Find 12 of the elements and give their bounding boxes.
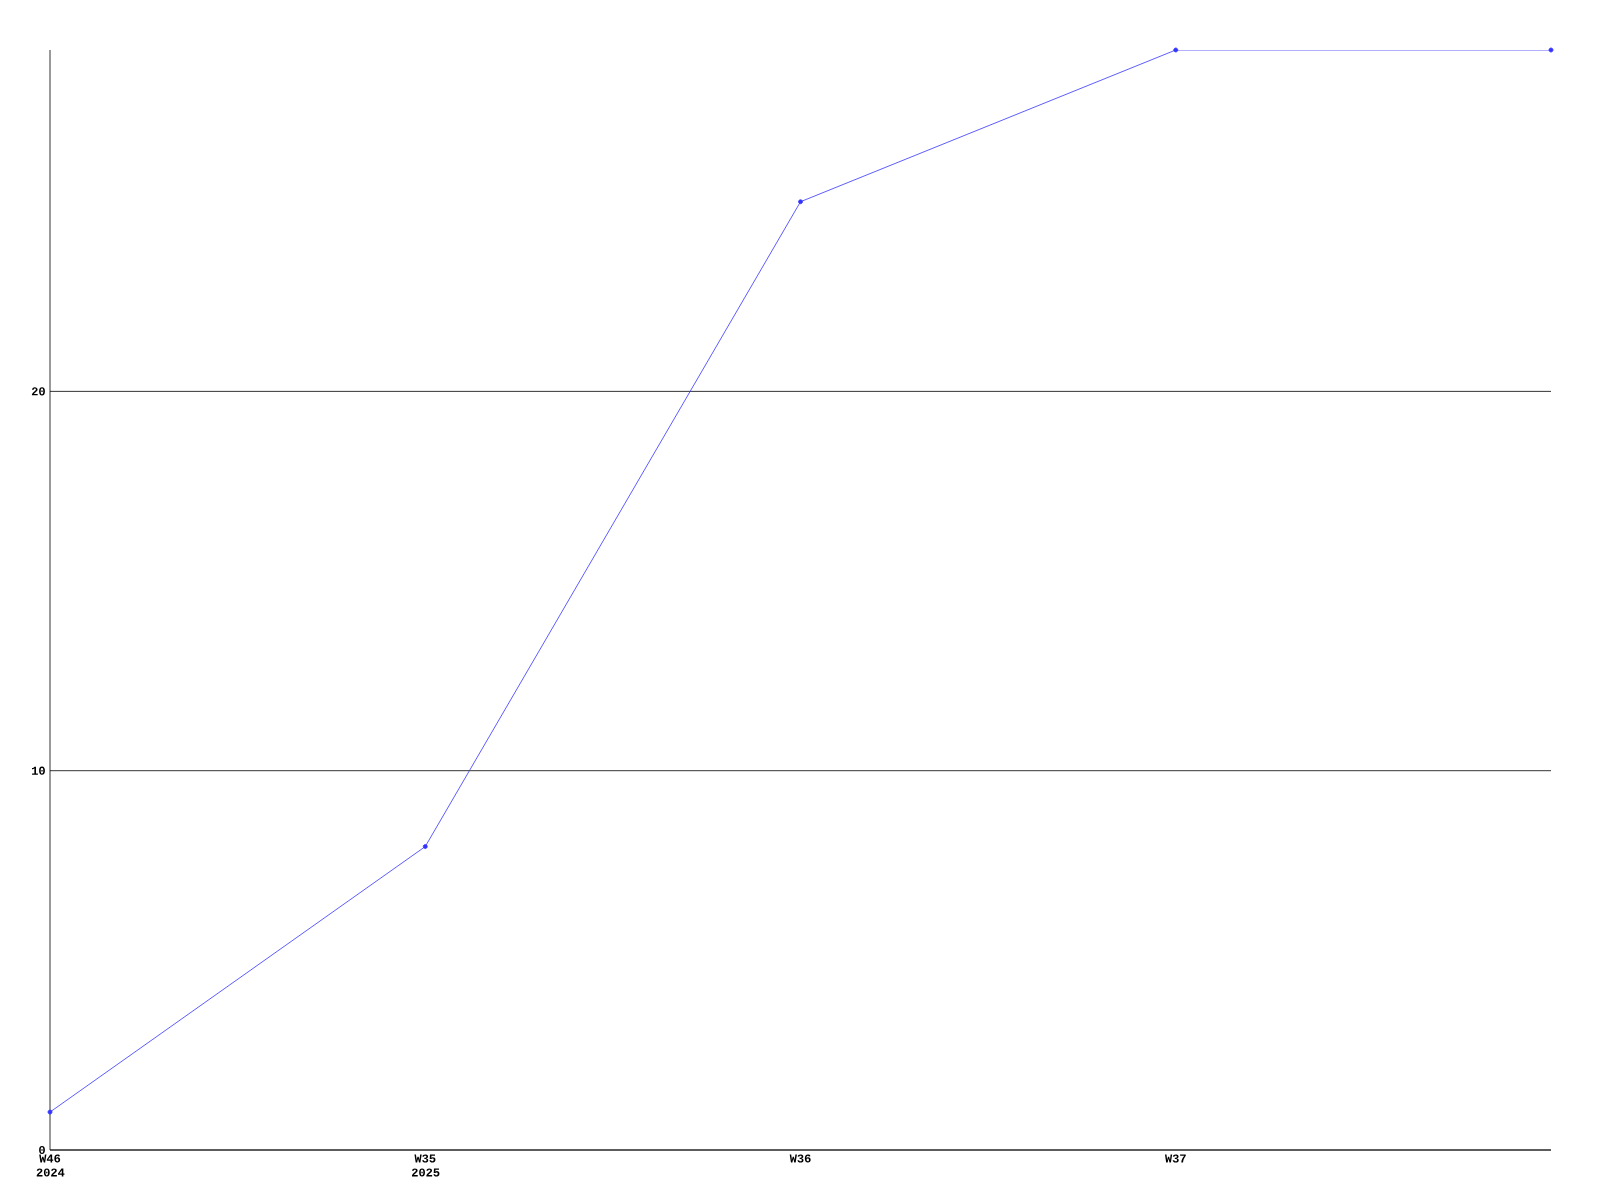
point — [798, 199, 803, 205]
x-tick-label: W46 2024 — [36, 1154, 65, 1177]
y-tick-label: 0 — [39, 1145, 45, 1155]
y-tick-label: 10 — [32, 766, 45, 775]
point — [1548, 47, 1554, 53]
point — [1173, 47, 1179, 53]
y-tick-label: 20 — [31, 387, 45, 396]
x-tick-label: W36 — [789, 1154, 811, 1163]
x-tick-label: W37 — [1164, 1154, 1186, 1163]
point — [47, 1109, 53, 1115]
x-tick-label: W35 2025 — [411, 1154, 440, 1177]
point — [422, 844, 428, 849]
